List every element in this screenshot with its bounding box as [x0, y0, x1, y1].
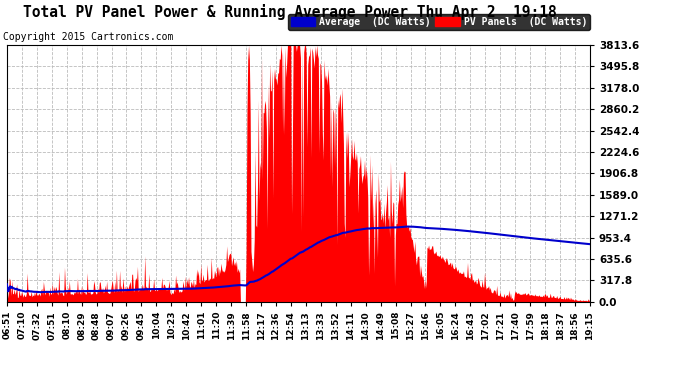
- Text: Copyright 2015 Cartronics.com: Copyright 2015 Cartronics.com: [3, 32, 174, 42]
- Legend: Average  (DC Watts), PV Panels  (DC Watts): Average (DC Watts), PV Panels (DC Watts): [288, 14, 590, 30]
- Text: Total PV Panel Power & Running Average Power Thu Apr 2  19:18: Total PV Panel Power & Running Average P…: [23, 4, 557, 20]
